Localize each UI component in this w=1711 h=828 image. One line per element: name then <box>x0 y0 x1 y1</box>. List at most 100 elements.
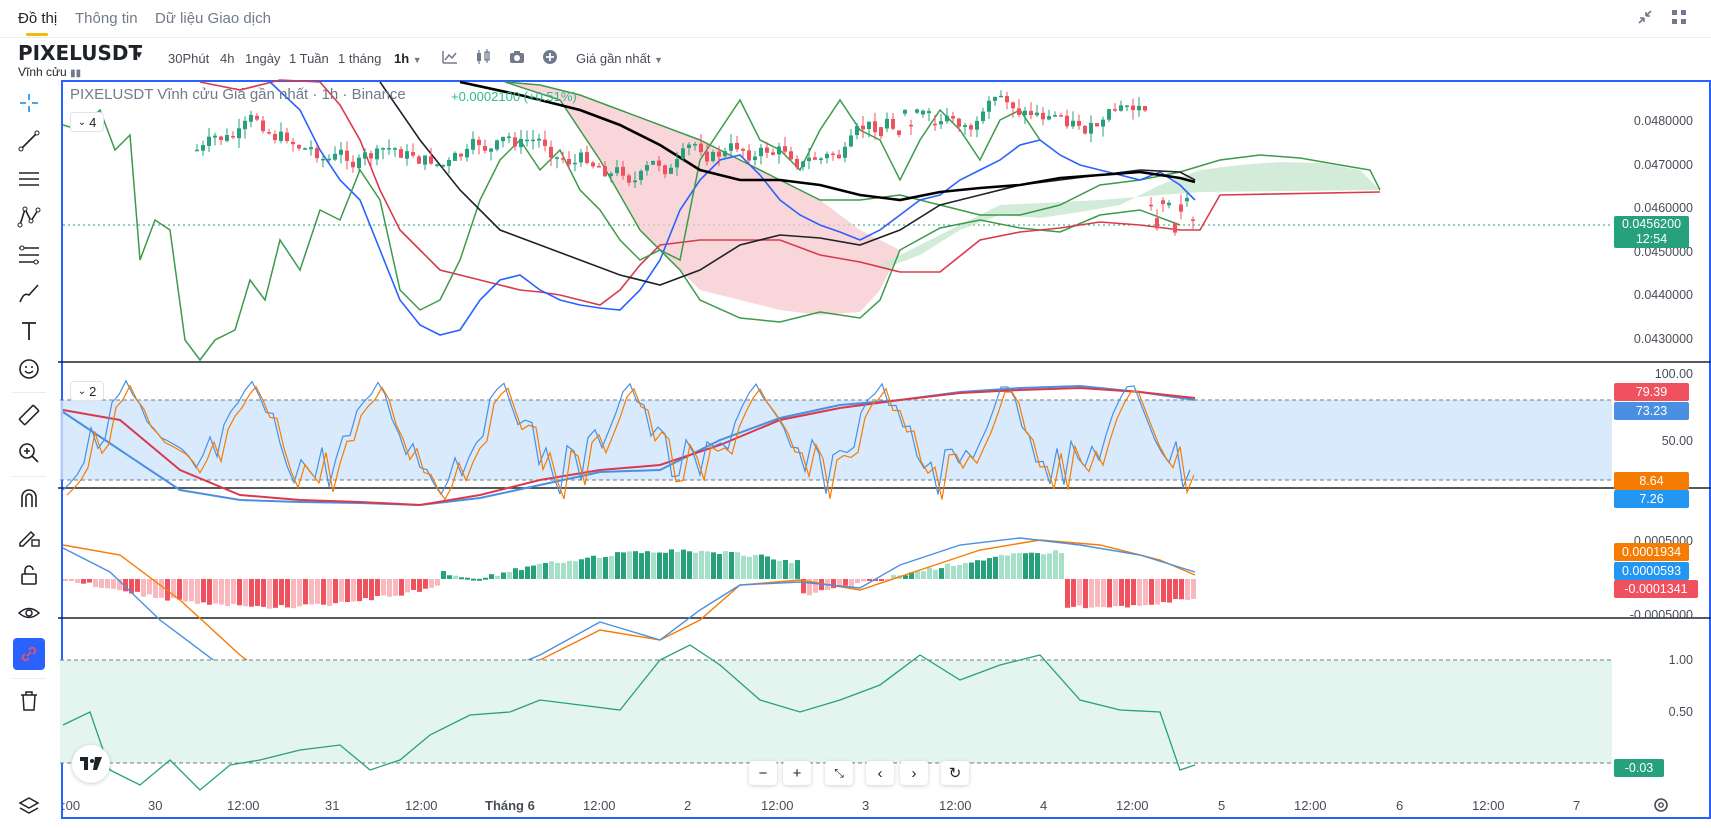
settings-gear-icon[interactable] <box>1652 796 1670 814</box>
zoom-in-button[interactable]: + <box>783 761 811 785</box>
tradingview-logo[interactable] <box>72 745 110 783</box>
candle-body <box>765 147 769 153</box>
macd-histogram-bar <box>771 559 776 579</box>
scroll-right-button[interactable]: › <box>900 761 928 785</box>
candle-body <box>1065 115 1069 127</box>
tab-info[interactable]: Thông tin <box>75 10 138 27</box>
candle-body <box>717 151 721 157</box>
scroll-left-button[interactable]: ‹ <box>866 761 894 785</box>
candle-body <box>393 148 397 150</box>
symbol-name[interactable]: PIXELUSDT <box>18 41 143 65</box>
add-icon[interactable] <box>541 48 559 66</box>
trash-icon[interactable] <box>16 688 42 714</box>
macd-histogram-bar <box>1137 579 1142 606</box>
candle-body <box>351 161 355 168</box>
candle-body <box>375 148 379 160</box>
macd-histogram-bar <box>549 561 554 579</box>
candle-body <box>1095 123 1099 127</box>
macd-histogram-bar <box>885 579 890 581</box>
tenkan-line <box>269 81 1196 336</box>
macd-histogram-bar <box>225 579 230 607</box>
ruler-icon[interactable] <box>16 402 42 428</box>
indicator-chart-icon[interactable] <box>441 48 459 66</box>
eye-icon[interactable] <box>16 600 42 626</box>
macd-histogram-bar <box>1011 553 1016 579</box>
zoom-out-button[interactable]: − <box>749 761 777 785</box>
candle-type-icon[interactable] <box>474 48 492 66</box>
interval-4h[interactable]: 4h <box>220 51 235 66</box>
unlock-icon[interactable] <box>16 562 42 588</box>
emoji-icon[interactable] <box>16 356 42 382</box>
tab-trading-data[interactable]: Dữ liệu Giao dịch <box>155 10 271 27</box>
candle-body <box>225 135 229 141</box>
macd-histogram-bar <box>921 571 926 579</box>
macd-histogram-bar <box>399 579 404 596</box>
macd-histogram-bar <box>339 579 344 602</box>
macd-histogram-bar <box>291 579 296 609</box>
macd-histogram-bar <box>1005 555 1010 579</box>
macd-histogram-bar <box>525 566 530 579</box>
link-icon[interactable] <box>13 638 45 670</box>
macd-histogram-bar <box>903 575 908 579</box>
macd-histogram-bar <box>507 572 512 579</box>
fib-icon[interactable] <box>16 242 42 268</box>
macd-histogram-bar <box>441 570 446 579</box>
macd-histogram-bar <box>777 560 782 579</box>
candle-body <box>981 111 985 122</box>
macd-histogram-bar <box>81 579 86 584</box>
brush-icon[interactable] <box>16 280 42 306</box>
macd-histogram-bar <box>1065 579 1070 608</box>
reset-chart-button[interactable]: ↻ <box>941 761 969 785</box>
macd-histogram-bar <box>927 567 932 579</box>
interval-1h-active[interactable]: 1h ▼ <box>394 51 422 66</box>
macd-histogram-bar <box>1179 579 1184 600</box>
grid-layout-icon[interactable] <box>1670 8 1688 26</box>
price-source-select[interactable]: Giá gần nhất ▼ <box>576 51 663 66</box>
refresh-icon: ↻ <box>948 765 962 782</box>
macd-histogram-bar <box>303 579 308 605</box>
last-price-tag: 0.0456200 12:54 <box>1614 216 1689 248</box>
candle-body <box>837 154 841 159</box>
stoch-pane-indicators-toggle[interactable]: ⌄ 2 <box>70 381 104 401</box>
candle-body <box>405 151 409 159</box>
reset-zoom-button[interactable]: ⤡ <box>825 761 853 785</box>
candle-body <box>597 166 601 168</box>
macd-histogram-bar <box>579 559 584 579</box>
interval-1d[interactable]: 1ngày <box>245 51 281 66</box>
oscillator-pane <box>60 644 1612 791</box>
candle-body <box>387 148 391 150</box>
candle-body <box>723 151 727 157</box>
pattern-icon[interactable] <box>16 204 42 230</box>
trend-line-icon[interactable] <box>16 128 42 154</box>
candle-body <box>879 127 883 137</box>
candle-body <box>1059 115 1063 117</box>
main-pane-indicators-toggle[interactable]: ⌄ 4 <box>70 112 104 132</box>
interval-1m[interactable]: 1 tháng <box>338 51 382 66</box>
macd-histogram-bar <box>519 570 524 579</box>
macd-histogram-bar <box>789 562 794 579</box>
collapse-icon[interactable] <box>1636 8 1654 26</box>
macd-histogram-bar <box>483 577 488 580</box>
stochastic-pane <box>60 379 1612 507</box>
interval-1w[interactable]: 1 Tuần <box>289 51 329 66</box>
horizontal-lines-icon[interactable] <box>16 166 42 192</box>
candle-body <box>447 160 451 166</box>
crosshair-icon[interactable] <box>16 90 42 116</box>
tab-chart[interactable]: Đồ thị <box>18 10 58 27</box>
text-icon[interactable] <box>16 318 42 344</box>
macd-histogram-bar <box>1173 579 1178 600</box>
interval-30m[interactable]: 30Phút <box>168 51 210 66</box>
macd-histogram-bar <box>135 579 140 592</box>
macd-histogram-bar <box>645 551 650 579</box>
zoom-in-icon[interactable] <box>16 440 42 466</box>
symbol-dropdown-icon[interactable]: ▼ <box>134 50 144 61</box>
magnet-icon[interactable] <box>16 486 42 512</box>
camera-icon[interactable] <box>508 48 526 66</box>
macd-histogram-bar <box>861 579 866 582</box>
candle-body <box>705 151 709 162</box>
layers-icon[interactable] <box>16 793 42 819</box>
macd-histogram-bar <box>1041 554 1046 579</box>
lock-draw-icon[interactable] <box>16 524 42 550</box>
candle-body <box>1149 204 1153 207</box>
drawing-toolbar <box>0 80 58 828</box>
